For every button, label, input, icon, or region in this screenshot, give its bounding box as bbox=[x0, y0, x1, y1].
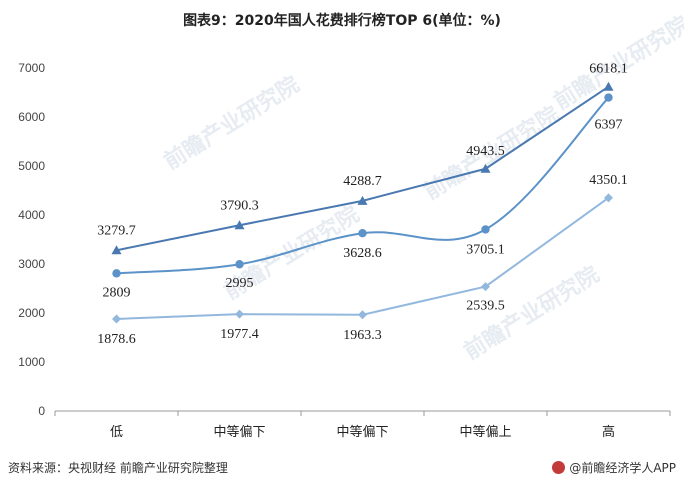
y-tick-label: 3000 bbox=[18, 257, 45, 271]
y-tick-label: 0 bbox=[38, 404, 45, 418]
data-label: 4943.5 bbox=[466, 144, 505, 159]
data-label: 6618.1 bbox=[589, 62, 628, 77]
x-category-label: 中等偏下 bbox=[336, 424, 388, 440]
circle-marker bbox=[235, 260, 244, 269]
data-label: 2995 bbox=[226, 276, 254, 291]
data-label: 3628.6 bbox=[343, 246, 382, 261]
y-tick-label: 1000 bbox=[18, 355, 45, 369]
diamond-marker bbox=[481, 282, 490, 292]
axes: 0 1000 2000 3000 4000 5000 6000 7000 低 中等偏下 中等偏下 中等… bbox=[18, 61, 671, 440]
watermark-text: 前瞻产业研究院 bbox=[159, 71, 303, 175]
data-label: 1963.3 bbox=[343, 328, 382, 343]
x-category-label: 低 bbox=[110, 425, 123, 440]
triangle-marker bbox=[603, 81, 614, 91]
data-label: 3279.7 bbox=[97, 223, 136, 238]
circle-marker bbox=[604, 93, 613, 102]
y-tick-label: 6000 bbox=[18, 110, 45, 124]
y-tick-label: 2000 bbox=[18, 306, 45, 320]
data-label: 1878.6 bbox=[97, 332, 136, 347]
data-labels: 3279.7 3790.3 4288.7 4943.5 6618.1 2809 2995 36… bbox=[97, 62, 628, 347]
triangle-marker bbox=[480, 163, 491, 173]
x-category-label: 中等偏下 bbox=[213, 424, 265, 440]
data-label: 3790.3 bbox=[220, 198, 259, 213]
circle-marker bbox=[481, 225, 490, 234]
data-label: 1977.4 bbox=[220, 327, 259, 342]
data-label: 2539.5 bbox=[466, 299, 505, 314]
triangle-marker bbox=[357, 195, 368, 205]
circle-marker bbox=[112, 269, 121, 278]
chart-title: 图表9：2020年国人花费排行榜TOP 6(单位：%) bbox=[183, 13, 501, 29]
triangle-marker bbox=[111, 245, 122, 255]
source-note: 资料来源：央视财经 前瞻产业研究院整理 bbox=[8, 461, 228, 475]
data-label: 4350.1 bbox=[589, 173, 628, 188]
triangle-marker bbox=[234, 220, 245, 230]
brand-credit: @前瞻经济学人APP bbox=[552, 459, 676, 476]
diamond-marker bbox=[235, 309, 244, 319]
y-tick-label: 7000 bbox=[18, 61, 45, 75]
x-category-label: 高 bbox=[602, 424, 615, 440]
diamond-marker bbox=[112, 314, 121, 324]
brand-text: @前瞻经济学人APP bbox=[569, 461, 676, 475]
circle-marker bbox=[358, 228, 367, 238]
data-label: 6397 bbox=[595, 118, 623, 133]
diamond-marker bbox=[604, 193, 613, 203]
series-group bbox=[111, 81, 614, 324]
data-label: 3705.1 bbox=[466, 242, 505, 257]
data-label: 2809 bbox=[103, 285, 131, 300]
brand-logo-icon bbox=[552, 461, 566, 474]
x-category-label: 中等偏上 bbox=[459, 424, 511, 440]
data-label: 4288.7 bbox=[343, 174, 382, 189]
diamond-marker bbox=[358, 310, 367, 320]
y-tick-label: 4000 bbox=[18, 208, 45, 222]
y-tick-label: 5000 bbox=[18, 159, 45, 173]
